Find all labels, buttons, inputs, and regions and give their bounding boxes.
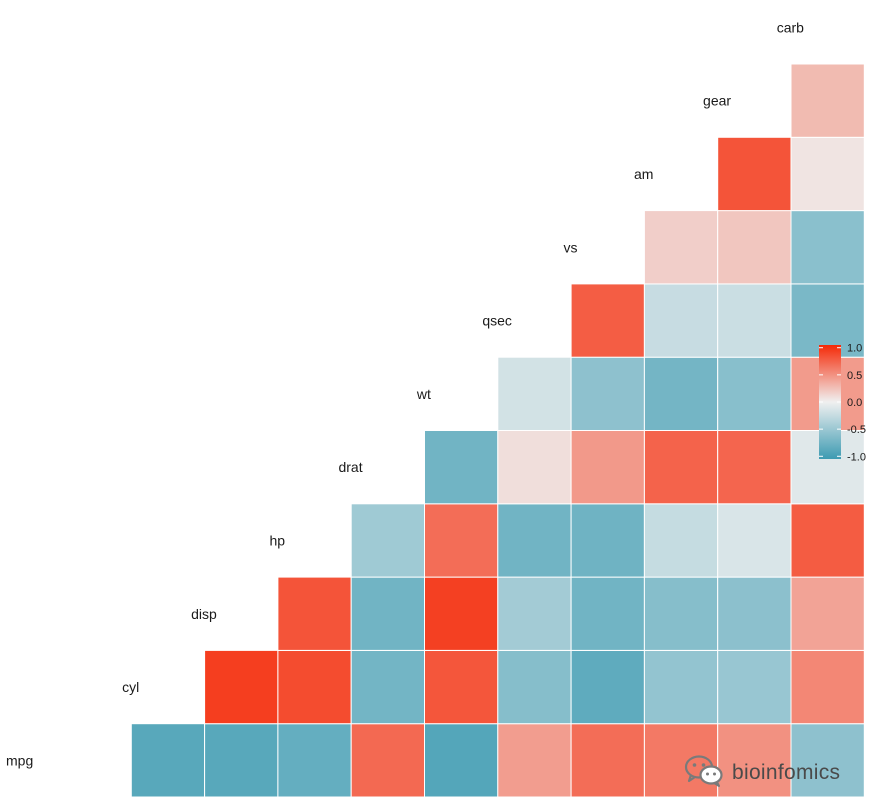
heatmap-cell-gear-drat xyxy=(717,430,792,505)
legend-tick-label: 0.0 xyxy=(847,397,862,409)
heatmap-cell-carb-am xyxy=(790,136,865,212)
var-label-wt: wt xyxy=(416,386,431,402)
heatmap-cell-wt-cyl xyxy=(424,649,499,725)
heatmap-cell-qsec-disp xyxy=(497,576,572,651)
heatmap-cell-drat-hp xyxy=(350,503,426,578)
legend-tick-label: -0.5 xyxy=(847,424,866,436)
heatmap-cell-am-mpg xyxy=(643,723,719,798)
heatmap-cell-gear-vs xyxy=(717,210,792,285)
var-label-am: am xyxy=(634,166,653,182)
heatmap-cell-carb-vs xyxy=(790,210,865,285)
heatmap-cell-am-cyl xyxy=(643,649,719,725)
heatmap-cell-gear-disp xyxy=(717,576,792,651)
var-label-mpg: mpg xyxy=(6,752,33,768)
heatmap-cells xyxy=(130,63,865,798)
heatmap-cell-am-drat xyxy=(643,430,719,505)
heatmap-cell-hp-mpg xyxy=(277,723,352,798)
legend-tick-label: -1.0 xyxy=(847,451,866,463)
heatmap-cell-cyl-mpg xyxy=(130,723,206,798)
heatmap-cell-qsec-hp xyxy=(497,503,572,578)
var-label-vs: vs xyxy=(563,239,577,255)
heatmap-cell-am-vs xyxy=(643,210,719,285)
heatmap-cell-wt-mpg xyxy=(424,723,499,798)
heatmap-cell-carb-qsec xyxy=(790,283,865,358)
heatmap-cell-qsec-cyl xyxy=(497,649,572,725)
var-label-disp: disp xyxy=(191,606,217,622)
heatmap-cell-carb-disp xyxy=(790,576,865,651)
heatmap-cell-gear-qsec xyxy=(717,283,792,358)
heatmap-cell-vs-wt xyxy=(570,356,645,432)
legend-tick-label: 1.0 xyxy=(847,343,862,355)
heatmap-cell-am-disp xyxy=(643,576,719,651)
heatmap-cell-disp-mpg xyxy=(204,723,279,798)
heatmap-cell-gear-am xyxy=(717,136,792,212)
heatmap-cell-qsec-mpg xyxy=(497,723,572,798)
heatmap-cell-carb-gear xyxy=(790,63,865,138)
heatmap-cell-gear-mpg xyxy=(717,723,792,798)
var-label-gear: gear xyxy=(703,93,731,109)
heatmap-cell-hp-cyl xyxy=(277,649,352,725)
var-label-drat: drat xyxy=(338,459,362,475)
heatmap-cell-am-qsec xyxy=(643,283,719,358)
heatmap-cell-gear-cyl xyxy=(717,649,792,725)
heatmap-cell-carb-cyl xyxy=(790,649,865,725)
heatmap-cell-gear-wt xyxy=(717,356,792,432)
wechat-icon xyxy=(684,754,724,793)
heatmap-cell-wt-hp xyxy=(424,503,499,578)
heatmap-cell-vs-drat xyxy=(570,430,645,505)
heatmap-cell-vs-hp xyxy=(570,503,645,578)
heatmap-cell-vs-disp xyxy=(570,576,645,651)
color-legend: 1.0 0.5 0.0 -0.5 -1.0 xyxy=(819,343,866,463)
heatmap-cell-carb-hp xyxy=(790,503,865,578)
heatmap-cell-hp-disp xyxy=(277,576,352,651)
heatmap-cell-drat-mpg xyxy=(350,723,426,798)
heatmap-cell-vs-qsec xyxy=(570,283,645,358)
heatmap-cell-wt-disp xyxy=(424,576,499,651)
heatmap-cell-drat-cyl xyxy=(350,649,426,725)
heatmap-cell-vs-cyl xyxy=(570,649,645,725)
var-label-carb: carb xyxy=(777,19,804,35)
heatmap-cell-qsec-wt xyxy=(497,356,572,432)
var-label-cyl: cyl xyxy=(122,679,139,695)
var-label-qsec: qsec xyxy=(482,313,512,329)
var-label-hp: hp xyxy=(269,532,285,548)
heatmap-cell-qsec-drat xyxy=(497,430,572,505)
heatmap-cell-drat-disp xyxy=(350,576,426,651)
heatmap-cell-gear-hp xyxy=(717,503,792,578)
heatmap-cell-am-hp xyxy=(643,503,719,578)
heatmap-cell-vs-mpg xyxy=(570,723,645,798)
variable-labels: mpg cyl disp hp drat wt qsec vs am gear carb xyxy=(6,19,804,768)
heatmap-cell-wt-drat xyxy=(424,430,499,505)
heatmap-cell-am-wt xyxy=(643,356,719,432)
legend-colorbar xyxy=(819,345,841,459)
watermark-text: bioinfomics xyxy=(732,761,841,784)
heatmap-cell-disp-cyl xyxy=(204,649,279,725)
watermark: bioinfomics xyxy=(684,754,841,793)
legend-tick-label: 0.5 xyxy=(847,370,862,382)
